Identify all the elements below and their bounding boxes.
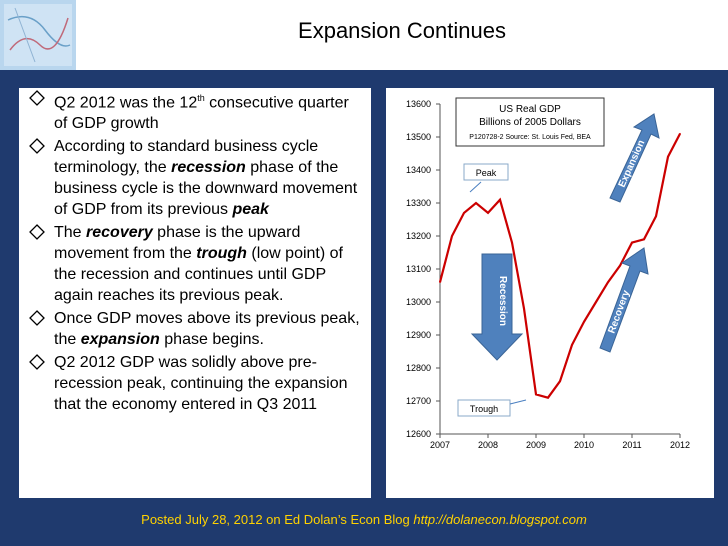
diamond-bullet-icon	[29, 138, 45, 155]
gdp-data-point	[607, 281, 609, 283]
bullet-text: Once GDP moves above its previous peak, …	[54, 310, 360, 349]
x-tick-label: 2009	[526, 440, 546, 450]
y-tick-label: 13500	[406, 132, 431, 142]
y-tick-label: 13600	[406, 99, 431, 109]
trough-pointer	[509, 399, 527, 405]
x-tick-label: 2008	[478, 440, 498, 450]
gdp-data-point	[535, 393, 537, 396]
recession-label: Recession	[497, 276, 508, 326]
gdp-data-point	[511, 241, 513, 244]
y-tick-label: 12700	[406, 396, 431, 406]
gdp-data-point	[451, 235, 453, 237]
diamond-bullet-icon	[29, 354, 45, 371]
chart-source: P120728-2 Source: St. Louis Fed, BEA	[469, 134, 591, 141]
y-tick-label: 13000	[406, 297, 431, 307]
gdp-data-point	[643, 238, 645, 241]
chart-title-box	[455, 97, 605, 147]
bullet-emphasis: recovery	[86, 224, 153, 242]
slide-footer: Posted July 28, 2012 on Ed Dolan’s Econ …	[0, 512, 728, 527]
expansion-label: Expansion	[617, 139, 648, 190]
expansion-arrow	[609, 113, 660, 203]
bullet-item: According to standard business cycle ter…	[19, 136, 371, 220]
gdp-data-point	[499, 198, 501, 201]
diamond-bullet-icon	[29, 310, 45, 327]
peak-label-box	[463, 163, 509, 181]
bullet-text: Q2 2012 was the 12	[54, 94, 198, 112]
gdp-data-point	[679, 132, 681, 135]
x-tick-label: 2007	[430, 440, 450, 450]
chart-title: US Real GDP	[499, 104, 561, 115]
bullet-item: Q2 2012 was the 12th consecutive quarter…	[19, 88, 371, 134]
footer-text: Posted July 28, 2012 on Ed Dolan’s Econ …	[141, 512, 410, 527]
bullet-text: The	[54, 224, 87, 242]
bullet-text: (low point) of the recession and continu…	[54, 245, 343, 305]
gdp-data-point	[523, 307, 525, 310]
x-tick-label: 2011	[622, 440, 641, 450]
slide-header: Expansion Continues	[0, 0, 728, 70]
bullet-emphasis: recession	[171, 159, 246, 177]
gdp-data-point	[475, 202, 477, 204]
y-tick-label: 13400	[406, 165, 431, 175]
gdp-data-point	[631, 241, 633, 244]
y-tick-label: 12600	[406, 429, 431, 439]
slide-logo	[0, 0, 76, 70]
gdp-chart: 12600 12700 12800 12900 13000 13100 13200 13300…	[406, 97, 690, 450]
chart-subtitle: Billions of 2005 Dollars	[479, 117, 581, 128]
bullet-text: According to standard business cycle ter…	[54, 138, 319, 177]
x-tick-label: 2012	[670, 440, 690, 450]
bullet-text: Q2 2012 GDP was solidly above pre-recess…	[54, 354, 348, 414]
bullet-text: consecutive quarter of GDP growth	[54, 94, 349, 133]
diamond-bullet-icon	[29, 224, 45, 241]
gdp-data-point	[595, 301, 597, 303]
bullet-emphasis: trough	[196, 245, 247, 263]
recovery-arrow	[599, 247, 649, 353]
y-tick-label: 12900	[406, 330, 431, 340]
bullet-item: Q2 2012 GDP was solidly above pre-recess…	[19, 352, 371, 415]
gdp-data-point	[547, 396, 549, 399]
diamond-bullet-icon	[29, 90, 45, 106]
bullet-list: Q2 2012 was the 12th consecutive quarter…	[19, 88, 371, 415]
bullet-item: Once GDP moves above its previous peak, …	[19, 308, 371, 350]
trough-label: Trough	[470, 404, 498, 414]
bullet-emphasis: peak	[232, 201, 269, 219]
gdp-data-point	[487, 212, 489, 214]
y-tick-label: 12800	[406, 363, 431, 373]
x-tick-label: 2010	[574, 440, 594, 450]
slide-title: Expansion Continues	[298, 18, 506, 43]
bullet-panel: Q2 2012 was the 12th consecutive quarter…	[19, 88, 371, 498]
y-tick-label: 13100	[406, 264, 431, 274]
recovery-label: Recovery	[606, 289, 632, 335]
gdp-data-point	[571, 344, 573, 346]
chart-panel: 12600 12700 12800 12900 13000 13100 13200 13300…	[386, 88, 714, 498]
y-tick-label: 13300	[406, 198, 431, 208]
footer-url[interactable]: http://dolanecon.blogspot.com	[413, 512, 587, 527]
bullet-item: The recovery phase is the upward movemen…	[19, 222, 371, 306]
peak-pointer	[469, 181, 482, 193]
y-tick-label: 13200	[406, 231, 431, 241]
gdp-data-point	[559, 380, 561, 383]
logo-graphic	[4, 4, 72, 66]
bullet-text: th	[197, 93, 205, 103]
gdp-data-point	[655, 215, 657, 217]
gdp-data-point	[439, 281, 441, 283]
bullet-text: phase begins.	[159, 331, 264, 349]
gdp-data-point	[583, 321, 585, 323]
bullet-emphasis: expansion	[80, 331, 160, 349]
trough-label-box	[457, 399, 511, 417]
gdp-data-point	[619, 264, 621, 267]
peak-label: Peak	[476, 168, 497, 178]
bullet-text: phase of the business cycle is the downw…	[54, 159, 358, 219]
gdp-data-point	[463, 212, 465, 214]
bullet-text: phase is the upward movement from the	[54, 224, 301, 263]
recession-arrow	[470, 253, 524, 361]
gdp-data-point	[667, 156, 669, 158]
